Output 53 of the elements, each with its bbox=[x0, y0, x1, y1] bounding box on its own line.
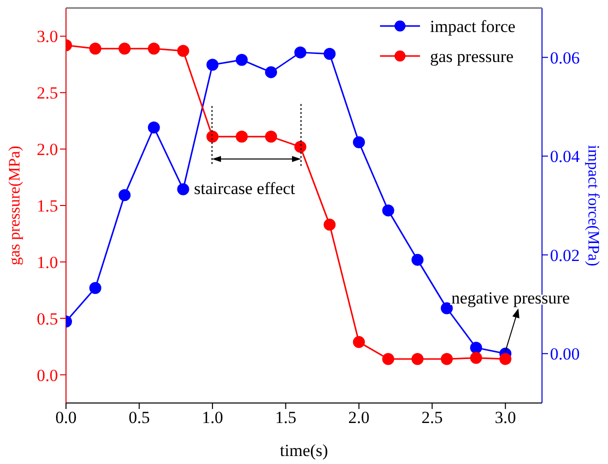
x-tick-label: 0.5 bbox=[128, 408, 150, 428]
y-tick-label: 2.5 bbox=[36, 84, 58, 103]
y-tick-label: 3.0 bbox=[36, 27, 58, 46]
x-tick-label: 0.0 bbox=[55, 408, 77, 428]
point bbox=[265, 130, 278, 143]
y2-tick-label: 0.02 bbox=[550, 246, 580, 265]
x-tick-label: 2.0 bbox=[348, 408, 370, 428]
point bbox=[118, 42, 131, 55]
point bbox=[89, 42, 102, 55]
y-axis-title: gas pressure(MPa) bbox=[6, 146, 24, 266]
y-tick-label: 0.5 bbox=[36, 309, 58, 328]
point bbox=[499, 352, 512, 365]
x-tick-label: 1.5 bbox=[275, 408, 296, 428]
point bbox=[324, 218, 336, 231]
y2-axis-title: impact force(MPa) bbox=[584, 144, 602, 266]
point bbox=[352, 336, 365, 348]
point bbox=[412, 352, 424, 365]
point bbox=[440, 352, 453, 365]
point bbox=[294, 46, 306, 58]
point bbox=[352, 136, 365, 148]
x-tick-label: 2.5 bbox=[422, 408, 443, 428]
legend-label: impact force bbox=[430, 17, 516, 36]
y-tick-label: 2.0 bbox=[36, 140, 58, 160]
point bbox=[236, 130, 248, 143]
point bbox=[382, 352, 394, 365]
point bbox=[148, 42, 160, 55]
point bbox=[294, 140, 306, 153]
x-axis-title: time(s) bbox=[280, 441, 328, 460]
y2-tick-label: 0.00 bbox=[550, 344, 580, 364]
point bbox=[470, 342, 482, 354]
point bbox=[440, 302, 453, 314]
point bbox=[470, 352, 482, 364]
point bbox=[177, 183, 190, 196]
point bbox=[412, 254, 424, 266]
y2-tick-label: 0.06 bbox=[550, 48, 580, 68]
legend-label: gas pressure bbox=[430, 47, 514, 66]
point bbox=[177, 44, 190, 57]
point bbox=[236, 54, 248, 66]
point bbox=[206, 130, 218, 143]
y2-tick-label: 0.04 bbox=[550, 147, 580, 166]
y-tick-label: 1.5 bbox=[36, 196, 58, 216]
x-tick-label: 1.0 bbox=[202, 408, 224, 428]
y-tick-label: 0.0 bbox=[36, 366, 58, 385]
point bbox=[89, 282, 102, 294]
annotation: staircase effect bbox=[194, 179, 296, 198]
point bbox=[118, 189, 131, 202]
point bbox=[382, 204, 394, 216]
point bbox=[206, 58, 218, 71]
point bbox=[324, 48, 336, 60]
y-tick-label: 1.0 bbox=[36, 252, 58, 272]
point bbox=[265, 66, 278, 78]
x-tick-label: 3.0 bbox=[494, 408, 516, 428]
point bbox=[148, 121, 160, 134]
